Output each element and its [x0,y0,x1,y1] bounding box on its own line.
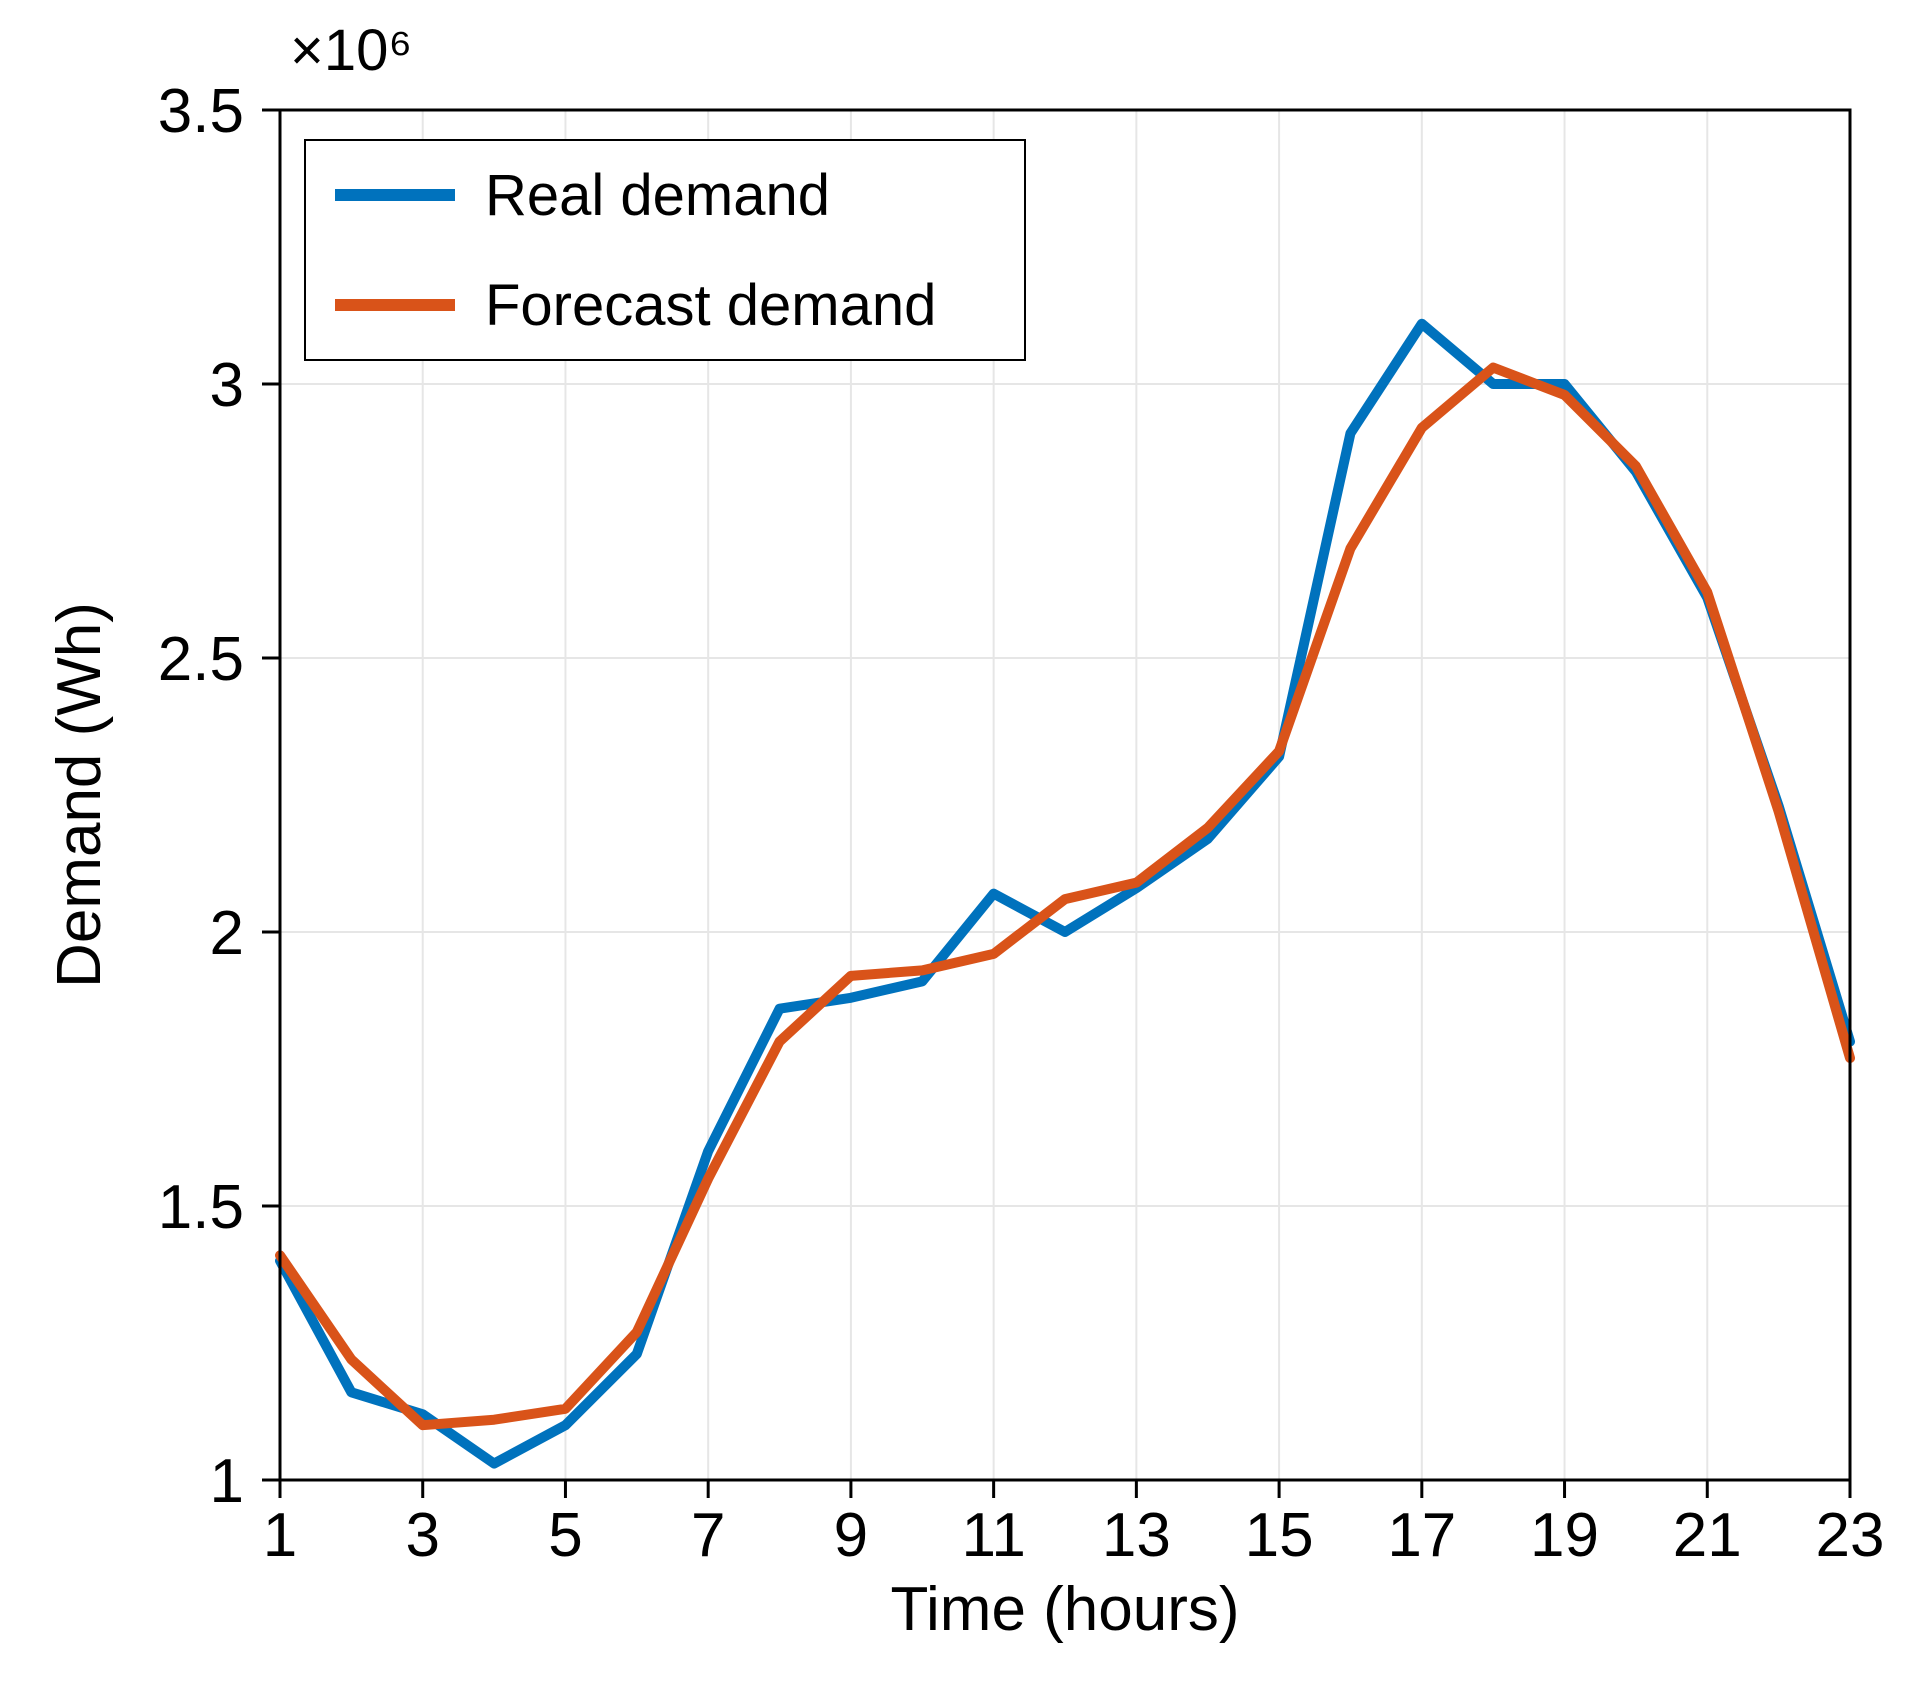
x-tick-label: 7 [691,1501,725,1570]
x-tick-label: 3 [405,1501,439,1570]
y-tick-label: 3.5 [158,77,244,146]
x-axis-label: Time (hours) [890,1575,1239,1644]
x-tick-label: 11 [961,1501,1025,1570]
x-tick-label: 9 [834,1501,868,1570]
y-exponent-label: ×10⁶ [290,18,412,83]
demand-chart: 135791113151719212311.522.533.5×10⁶Time … [0,0,1913,1693]
x-tick-label: 19 [1530,1501,1599,1570]
y-tick-label: 1.5 [158,1173,244,1242]
x-tick-label: 23 [1816,1501,1885,1570]
y-tick-label: 1 [210,1447,244,1516]
y-tick-label: 2 [210,899,244,968]
chart-svg: 135791113151719212311.522.533.5×10⁶Time … [0,0,1913,1693]
x-tick-label: 17 [1387,1501,1456,1570]
x-tick-label: 5 [548,1501,582,1570]
x-tick-label: 13 [1102,1501,1171,1570]
legend-label: Real demand [485,163,830,228]
y-axis-label: Demand (Wh) [45,602,114,988]
x-tick-label: 1 [263,1501,297,1570]
y-tick-label: 3 [210,351,244,420]
x-tick-label: 21 [1673,1501,1742,1570]
x-tick-label: 15 [1245,1501,1314,1570]
y-tick-label: 2.5 [158,625,244,694]
legend-label: Forecast demand [485,273,936,338]
